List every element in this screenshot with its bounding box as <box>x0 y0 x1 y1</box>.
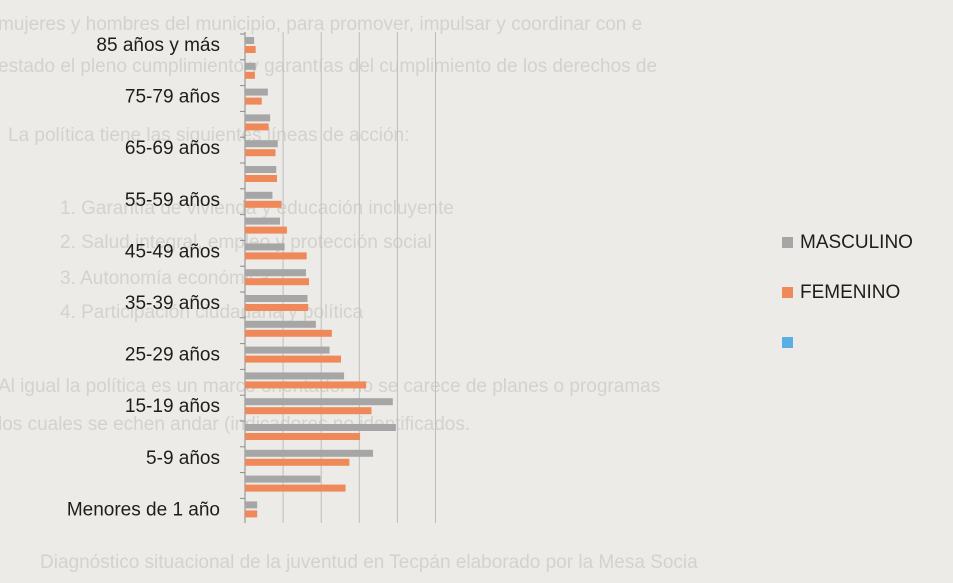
y-tick-label: 75-79 años <box>125 87 220 108</box>
bar-femenino <box>245 381 367 389</box>
bar-masculino <box>245 166 277 173</box>
bar-femenino <box>245 278 310 286</box>
bg-line-4: 1. Garantía de vivienda y educación incl… <box>60 198 454 219</box>
bar-femenino <box>245 200 282 208</box>
chart-svg: Menores de 1 año 5-9 años 15-19 años 25-29 … <box>67 32 913 566</box>
legend-swatch <box>782 237 793 248</box>
bg-line-5: 2. Salud integral, empleo y protección s… <box>60 232 432 253</box>
bars <box>245 37 396 518</box>
legend-swatch <box>782 287 793 298</box>
bg-line-10: Diagnóstico situacional de la juventud e… <box>40 552 698 573</box>
y-tick-label: 5-9 años <box>146 448 220 469</box>
legend: MASCULINO FEMENINO <box>782 232 913 348</box>
bar-masculino <box>245 372 345 380</box>
bar-femenino <box>245 484 346 492</box>
bar-masculino <box>245 424 396 431</box>
bar-femenino <box>245 149 276 157</box>
y-tick-label: 65-69 años <box>125 138 220 159</box>
bar-masculino <box>245 269 306 277</box>
bar-masculino <box>245 37 255 44</box>
bg-line-1: mujeres y hombres del municipio, para pr… <box>0 14 643 35</box>
bar-femenino <box>245 433 361 440</box>
bg-line-2: estado el pleno cumplimiento y garantías… <box>0 56 658 77</box>
bar-femenino <box>245 123 269 131</box>
bar-masculino <box>245 62 256 70</box>
bar-masculino <box>245 88 268 96</box>
bg-line-6: 3. Autonomía económica <box>60 268 270 289</box>
bar-masculino <box>245 114 271 122</box>
bar-femenino <box>245 304 309 311</box>
y-tick-label: 45-49 años <box>125 241 220 262</box>
bar-femenino <box>245 458 350 466</box>
bar-femenino <box>245 46 256 53</box>
bar-masculino <box>245 320 316 328</box>
bar-femenino <box>245 329 332 337</box>
bar-femenino <box>245 510 258 518</box>
bar-masculino <box>245 140 278 148</box>
bar-masculino <box>245 398 393 406</box>
bar-masculino <box>245 243 285 251</box>
bar-femenino <box>245 355 342 363</box>
y-tick-label: 25-29 años <box>125 345 220 366</box>
bar-masculino <box>245 501 258 509</box>
legend-label: FEMENINO <box>800 282 900 303</box>
legend-swatch <box>782 337 793 348</box>
bar-masculino <box>245 475 321 483</box>
bar-masculino <box>245 191 273 199</box>
bar-masculino <box>245 217 281 225</box>
bar-femenino <box>245 71 255 79</box>
bar-femenino <box>245 97 262 105</box>
gridlines <box>240 32 436 523</box>
bar-femenino <box>245 226 287 234</box>
y-tick-label: 85 años y más <box>96 35 220 56</box>
bar-masculino <box>245 346 330 354</box>
y-tick-label: Menores de 1 año <box>67 499 220 520</box>
bg-line-3: La política tiene las siguientes líneas … <box>8 125 410 146</box>
population-pyramid-chart: Menores de 1 año 5-9 años 15-19 años 25-29 … <box>67 32 913 566</box>
y-tick-label: 55-59 años <box>125 190 220 211</box>
bar-femenino <box>245 252 307 260</box>
bar-masculino <box>245 449 374 457</box>
y-tick-label: 15-19 años <box>125 396 220 417</box>
bar-femenino <box>245 175 278 182</box>
y-axis-labels: Menores de 1 año 5-9 años 15-19 años 25-29 … <box>67 35 220 520</box>
bar-masculino <box>245 295 308 302</box>
legend-label: MASCULINO <box>800 232 913 253</box>
bar-femenino <box>245 407 372 415</box>
y-tick-label: 35-39 años <box>125 293 220 314</box>
